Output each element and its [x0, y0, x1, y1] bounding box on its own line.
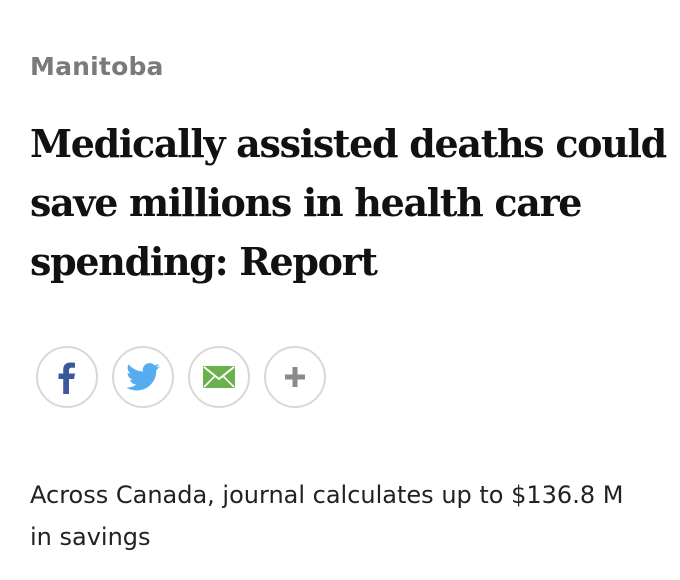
article-subhead: Across Canada, journal calculates up to … — [30, 481, 624, 551]
more-share-button[interactable] — [264, 346, 326, 408]
facebook-share-button[interactable] — [36, 346, 98, 408]
plus-icon — [285, 367, 305, 387]
envelope-icon — [203, 366, 235, 388]
email-share-button[interactable] — [188, 346, 250, 408]
article-header: Manitoba Medically assisted deaths could… — [30, 0, 667, 580]
section-label[interactable]: Manitoba — [30, 52, 164, 81]
twitter-share-button[interactable] — [112, 346, 174, 408]
share-bar — [36, 346, 326, 408]
article-headline: Medically assisted deaths could save mil… — [30, 121, 667, 284]
facebook-icon — [58, 362, 75, 394]
twitter-icon — [126, 363, 160, 391]
